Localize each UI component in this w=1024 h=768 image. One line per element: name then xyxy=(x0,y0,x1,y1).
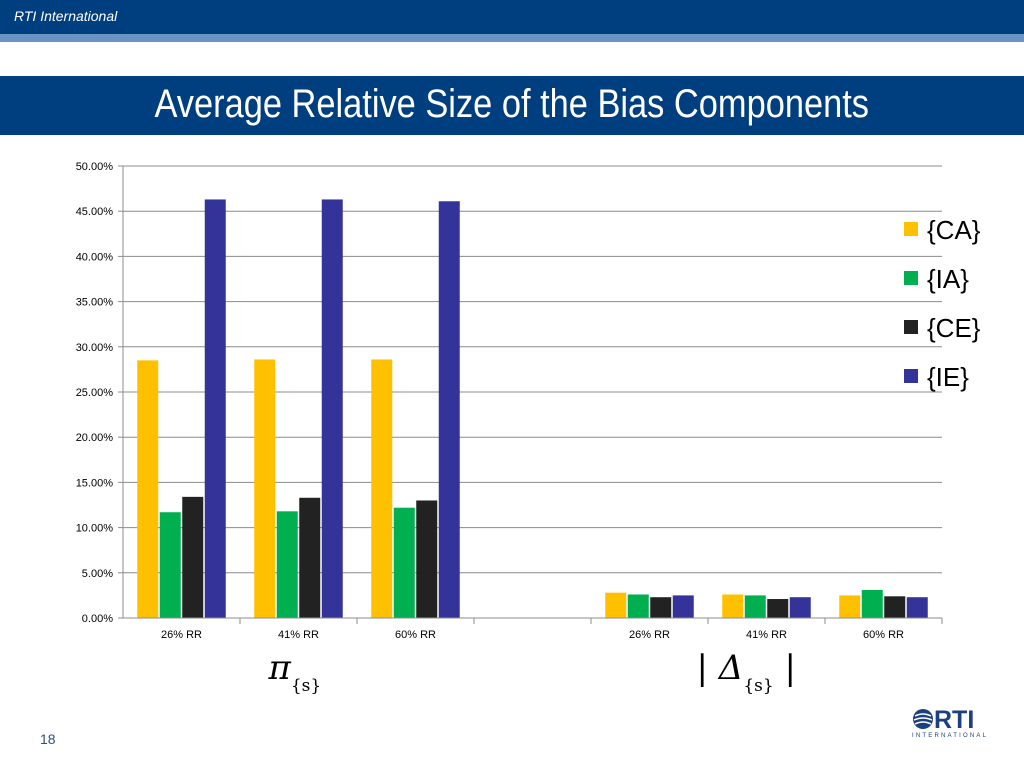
bar xyxy=(254,359,276,618)
bar xyxy=(627,594,649,618)
x-tick-label: 60% RR xyxy=(863,629,904,641)
y-tick-label: 25.00% xyxy=(76,387,114,399)
x-tick-label: 41% RR xyxy=(278,629,319,641)
y-tick-label: 35.00% xyxy=(76,297,114,309)
y-tick-label: 30.00% xyxy=(76,342,114,354)
bar xyxy=(321,199,343,618)
x-tick-label: 41% RR xyxy=(746,629,787,641)
bar xyxy=(276,511,298,618)
y-axis-labels: 0.00% 5.00% 10.00% 15.00% 20.00% 25.00% 30.00%… xyxy=(76,161,114,625)
chart-grid xyxy=(123,165,942,619)
y-tick-label: 15.00% xyxy=(76,477,114,489)
bar xyxy=(767,599,789,618)
globe-icon xyxy=(913,709,933,729)
legend-label: {IA} xyxy=(927,264,969,294)
bar xyxy=(299,497,321,618)
legend-swatch xyxy=(904,271,918,285)
slide-title: Average Relative Size of the Bias Compon… xyxy=(154,82,869,126)
legend-label: {CA} xyxy=(927,215,981,245)
bar xyxy=(884,596,906,618)
legend-swatch xyxy=(904,369,918,383)
y-tick-label: 45.00% xyxy=(76,206,114,218)
bar xyxy=(789,597,811,618)
bar xyxy=(861,589,883,618)
rti-logo: RTI INTERNATIONAL xyxy=(912,706,992,742)
logo-subtext: INTERNATIONAL xyxy=(912,733,989,739)
bar xyxy=(650,597,672,618)
y-tick-label: 40.00% xyxy=(76,251,114,263)
bar xyxy=(204,199,226,618)
chart-axes xyxy=(118,165,943,624)
bar xyxy=(906,597,928,618)
bar-chart: 0.00% 5.00% 10.00% 15.00% 20.00% 25.00% 30.00%… xyxy=(76,161,981,641)
y-tick-label: 50.00% xyxy=(76,161,114,173)
bar xyxy=(159,512,181,618)
bar xyxy=(722,594,744,618)
y-tick-label: 5.00% xyxy=(82,568,113,580)
x-tick-label: 26% RR xyxy=(629,629,670,641)
bar xyxy=(839,595,861,618)
legend-label: {CE} xyxy=(927,313,981,343)
group-symbol-pi-s: π{s} xyxy=(268,648,322,696)
bar xyxy=(605,592,627,618)
x-tick-label: 60% RR xyxy=(395,629,436,641)
bar xyxy=(371,359,393,618)
chart-legend: {CA} {IA} {CE} {IE} xyxy=(904,215,981,392)
bar xyxy=(672,595,694,618)
header-org-name: RTI International xyxy=(14,8,118,24)
group-symbol-abs-delta-s: | Δ{s} | xyxy=(696,648,796,696)
chart-bars xyxy=(137,199,928,619)
y-tick-label: 0.00% xyxy=(82,613,113,625)
bar xyxy=(182,496,204,618)
bar xyxy=(438,201,460,619)
legend-swatch xyxy=(904,222,918,236)
bar xyxy=(416,500,438,618)
top-banner xyxy=(0,0,1024,34)
title-bar xyxy=(0,76,1024,135)
bar xyxy=(137,360,159,618)
bar xyxy=(393,507,415,618)
legend-label: {IE} xyxy=(927,362,969,392)
top-banner-stripe xyxy=(0,34,1024,42)
bar xyxy=(744,595,766,618)
x-tick-label: 26% RR xyxy=(161,629,202,641)
legend-swatch xyxy=(904,320,918,334)
logo-text: RTI xyxy=(934,706,975,734)
y-tick-label: 20.00% xyxy=(76,432,114,444)
y-tick-label: 10.00% xyxy=(76,523,114,535)
x-axis-labels: 26% RR 41% RR 60% RR 26% RR 41% RR 60% RR xyxy=(161,629,904,641)
page-number: 18 xyxy=(40,731,56,747)
